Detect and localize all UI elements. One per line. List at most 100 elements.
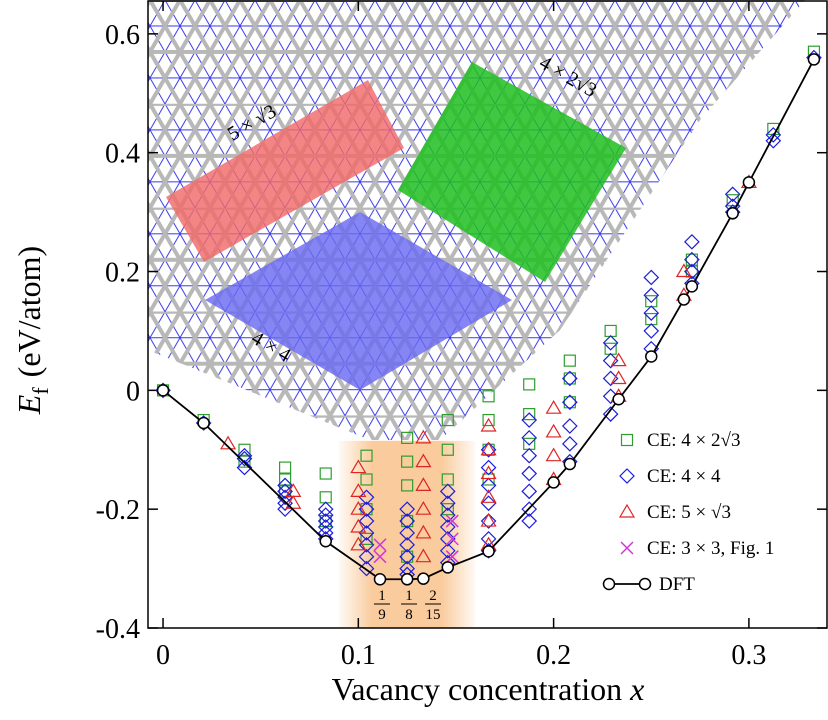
y-label-unit: (eV/atom) xyxy=(11,246,47,378)
marker-diamond xyxy=(399,536,415,553)
marker-diamond xyxy=(277,477,293,494)
marker-square xyxy=(278,473,292,486)
marker-square xyxy=(482,473,495,486)
fraction-numerator: 1 xyxy=(405,588,413,604)
marker-diamond xyxy=(561,394,578,411)
marker-diamond xyxy=(643,287,660,304)
x-label-text: Vacancy concentration xyxy=(332,671,623,707)
marker-diamond xyxy=(521,501,538,518)
legend-label: CE: 4 × 4 xyxy=(647,466,721,487)
marker-square xyxy=(278,461,292,474)
marker-triangle xyxy=(480,465,497,480)
marker-diamond xyxy=(399,548,415,565)
marker-square xyxy=(604,324,617,338)
marker-triangle xyxy=(350,459,367,474)
marker-diamond xyxy=(521,430,538,446)
marker-square xyxy=(360,532,373,545)
marker-diamond xyxy=(602,334,619,351)
marker-triangle xyxy=(415,524,432,539)
marker-circle xyxy=(156,384,170,397)
marker-diamond xyxy=(399,501,415,518)
marker-diamond xyxy=(358,501,375,518)
marker-diamond xyxy=(643,269,660,286)
marker-diamond xyxy=(358,548,375,565)
marker-triangle xyxy=(480,489,497,503)
marker-square xyxy=(523,408,536,421)
marker-diamond xyxy=(643,305,660,321)
marker-diamond xyxy=(317,519,334,535)
marker-diamond xyxy=(439,495,456,512)
x-tick-label: 0 xyxy=(156,640,170,671)
marker-diamond xyxy=(236,459,253,476)
marker-triangle xyxy=(415,477,432,492)
marker-diamond xyxy=(439,507,456,523)
legend-label: DFT xyxy=(659,574,695,595)
marker-circle xyxy=(726,207,739,220)
marker-square xyxy=(401,455,414,468)
marker-diamond xyxy=(277,483,293,500)
legend-label: CE: 5 × √3 xyxy=(647,502,731,523)
marker-triangle xyxy=(545,399,562,414)
fraction-numerator: 2 xyxy=(429,588,437,604)
marker-diamond xyxy=(765,127,782,143)
marker-diamond xyxy=(358,536,375,553)
marker-circle xyxy=(685,280,699,293)
marker-circle xyxy=(547,476,560,489)
legend-marker xyxy=(638,577,652,591)
marker-triangle xyxy=(480,417,497,432)
marker-circle xyxy=(400,573,414,586)
x-tick-label: 0.3 xyxy=(731,640,766,671)
marker-diamond xyxy=(439,542,456,559)
y-tick-label: 0.6 xyxy=(105,20,140,51)
x-tick-label: 0.1 xyxy=(341,640,376,671)
marker-square xyxy=(563,372,576,385)
y-axis-label: Ef (eV/atom) xyxy=(11,246,53,415)
x-label-variable: x xyxy=(629,671,644,707)
marker-square xyxy=(523,437,536,450)
marker-triangle xyxy=(610,352,627,367)
y-label-subscript: f xyxy=(28,387,53,395)
marker-diamond xyxy=(561,418,578,434)
marker-circle xyxy=(197,416,210,430)
marker-diamond xyxy=(317,513,334,529)
marker-diamond xyxy=(439,483,456,500)
marker-circle xyxy=(645,350,658,363)
marker-x xyxy=(445,514,459,528)
y-tick-label: 0.2 xyxy=(105,258,140,289)
legend-marker xyxy=(620,541,634,555)
fraction-numerator: 1 xyxy=(378,588,386,604)
marker-square xyxy=(441,413,454,427)
marker-triangle xyxy=(415,500,432,515)
marker-triangle xyxy=(415,429,432,444)
marker-diamond xyxy=(684,233,700,250)
marker-diamond xyxy=(480,513,497,529)
marker-square xyxy=(482,413,495,427)
marker-x xyxy=(445,532,459,546)
legend-marker xyxy=(618,503,636,518)
marker-diamond xyxy=(521,513,538,529)
marker-square xyxy=(238,455,251,468)
marker-triangle xyxy=(350,518,367,533)
marker-triangle xyxy=(545,423,562,438)
y-tick-label: -0.4 xyxy=(96,614,140,645)
marker-square xyxy=(319,491,332,504)
marker-circle xyxy=(807,53,821,66)
fraction-denominator: 8 xyxy=(405,607,413,623)
marker-circle xyxy=(482,545,495,558)
marker-diamond xyxy=(358,513,375,529)
marker-diamond xyxy=(277,489,293,506)
marker-diamond xyxy=(277,495,293,512)
marker-square xyxy=(645,312,658,326)
marker-triangle xyxy=(480,441,497,456)
marker-diamond xyxy=(724,186,741,203)
marker-square xyxy=(401,479,414,492)
marker-square xyxy=(604,342,617,355)
marker-diamond xyxy=(236,450,253,467)
marker-diamond xyxy=(480,477,497,494)
marker-triangle xyxy=(285,495,302,509)
marker-circle xyxy=(612,393,625,406)
marker-square xyxy=(563,396,576,409)
plot-frame xyxy=(147,0,828,629)
